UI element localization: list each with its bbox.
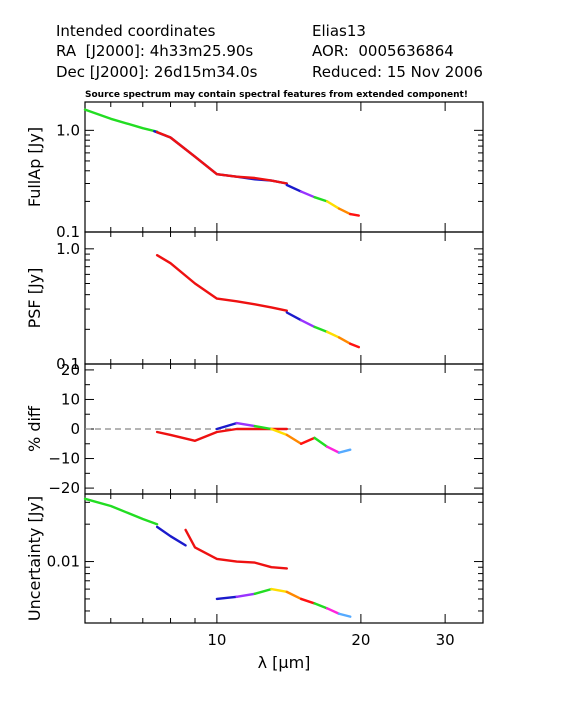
spectrum-order-segment: [285, 183, 303, 193]
panel-frame: [84, 231, 484, 365]
header-ra: RA [J2000]: 4h33m25.90s: [56, 42, 254, 60]
x-tick-label: 10: [207, 631, 226, 649]
spectrum-line: [155, 253, 288, 312]
header-object-name: Elias13: [312, 22, 366, 40]
spectrum-order-segment: [235, 592, 256, 599]
y-tick-label: 1.0: [56, 121, 80, 139]
spectrum-order-segment: [313, 195, 329, 203]
spectrum-line: [155, 427, 288, 442]
y-tick-label: 1.0: [56, 240, 80, 258]
y-tick-label: 0.1: [56, 223, 80, 241]
x-tick-label: 30: [436, 631, 455, 649]
panel-frame: [84, 101, 484, 233]
spectrum-order-segment: [299, 190, 316, 199]
spectrum-order-segment: [270, 427, 288, 437]
header-reduced-date: Reduced: 15 Nov 2006: [312, 63, 483, 81]
spectrum-order-segment: [313, 436, 329, 448]
panel-frame: [84, 493, 484, 624]
spectrum-line: [155, 525, 187, 547]
spectrum-order-segment: [349, 212, 361, 217]
header-dec: Dec [J2000]: 26d15m34.0s: [56, 63, 258, 81]
spectrum-order-segment: [253, 424, 273, 431]
y-axis-label: % diff: [25, 405, 44, 452]
spectrum-order-segment: [253, 587, 273, 595]
x-axis-label: λ [μm]: [258, 653, 311, 672]
y-tick-label: 0.01: [47, 553, 80, 571]
header-aor: AOR: 0005636864: [312, 42, 454, 60]
spectrum-order-segment: [215, 421, 238, 431]
spectrum-order-segment: [270, 587, 288, 594]
spectrum-line: [155, 130, 288, 185]
y-tick-label: −20: [48, 479, 80, 497]
spectrum-line: [184, 528, 288, 570]
spectrum-order-segment: [337, 336, 352, 345]
spectrum-order-segment: [215, 595, 238, 601]
y-axis-label: PSF [Jy]: [25, 268, 44, 329]
spectrum-order-segment: [299, 319, 316, 329]
spectrum-order-segment: [285, 311, 303, 322]
spectrum-order-segment: [325, 200, 341, 210]
y-tick-label: 0: [70, 420, 80, 438]
y-tick-label: 20: [61, 361, 80, 379]
spectrum-order-segment: [325, 445, 341, 454]
spectrum-order-segment: [325, 330, 341, 339]
spectrum-order-segment: [337, 207, 352, 216]
spectrum-order-segment: [313, 325, 329, 334]
spectrum-order-segment: [349, 342, 361, 349]
spectrum-order-segment: [337, 448, 352, 454]
spectrum-line: [83, 497, 159, 526]
spectrum-order-segment: [299, 436, 316, 445]
spectrum-order-segment: [285, 590, 303, 601]
spectrum-order-segment: [313, 602, 329, 610]
spectrum-line: [83, 108, 159, 133]
spectrum-order-segment: [299, 597, 316, 605]
y-tick-label: −10: [48, 450, 80, 468]
warning-note: Source spectrum may contain spectral fea…: [85, 90, 468, 100]
spectrum-order-segment: [285, 433, 303, 445]
y-tick-label: 0.1: [56, 355, 80, 373]
spectrum-order-segment: [325, 607, 341, 615]
y-tick-label: 10: [61, 390, 80, 408]
spectrum-order-segment: [337, 612, 352, 618]
spectrum-order-segment: [235, 421, 256, 428]
header-target-label: Intended coordinates: [56, 22, 216, 40]
y-axis-label: Uncertainty [Jy]: [25, 496, 44, 621]
x-tick-label: 20: [351, 631, 370, 649]
y-axis-label: FullAp [Jy]: [25, 127, 44, 207]
